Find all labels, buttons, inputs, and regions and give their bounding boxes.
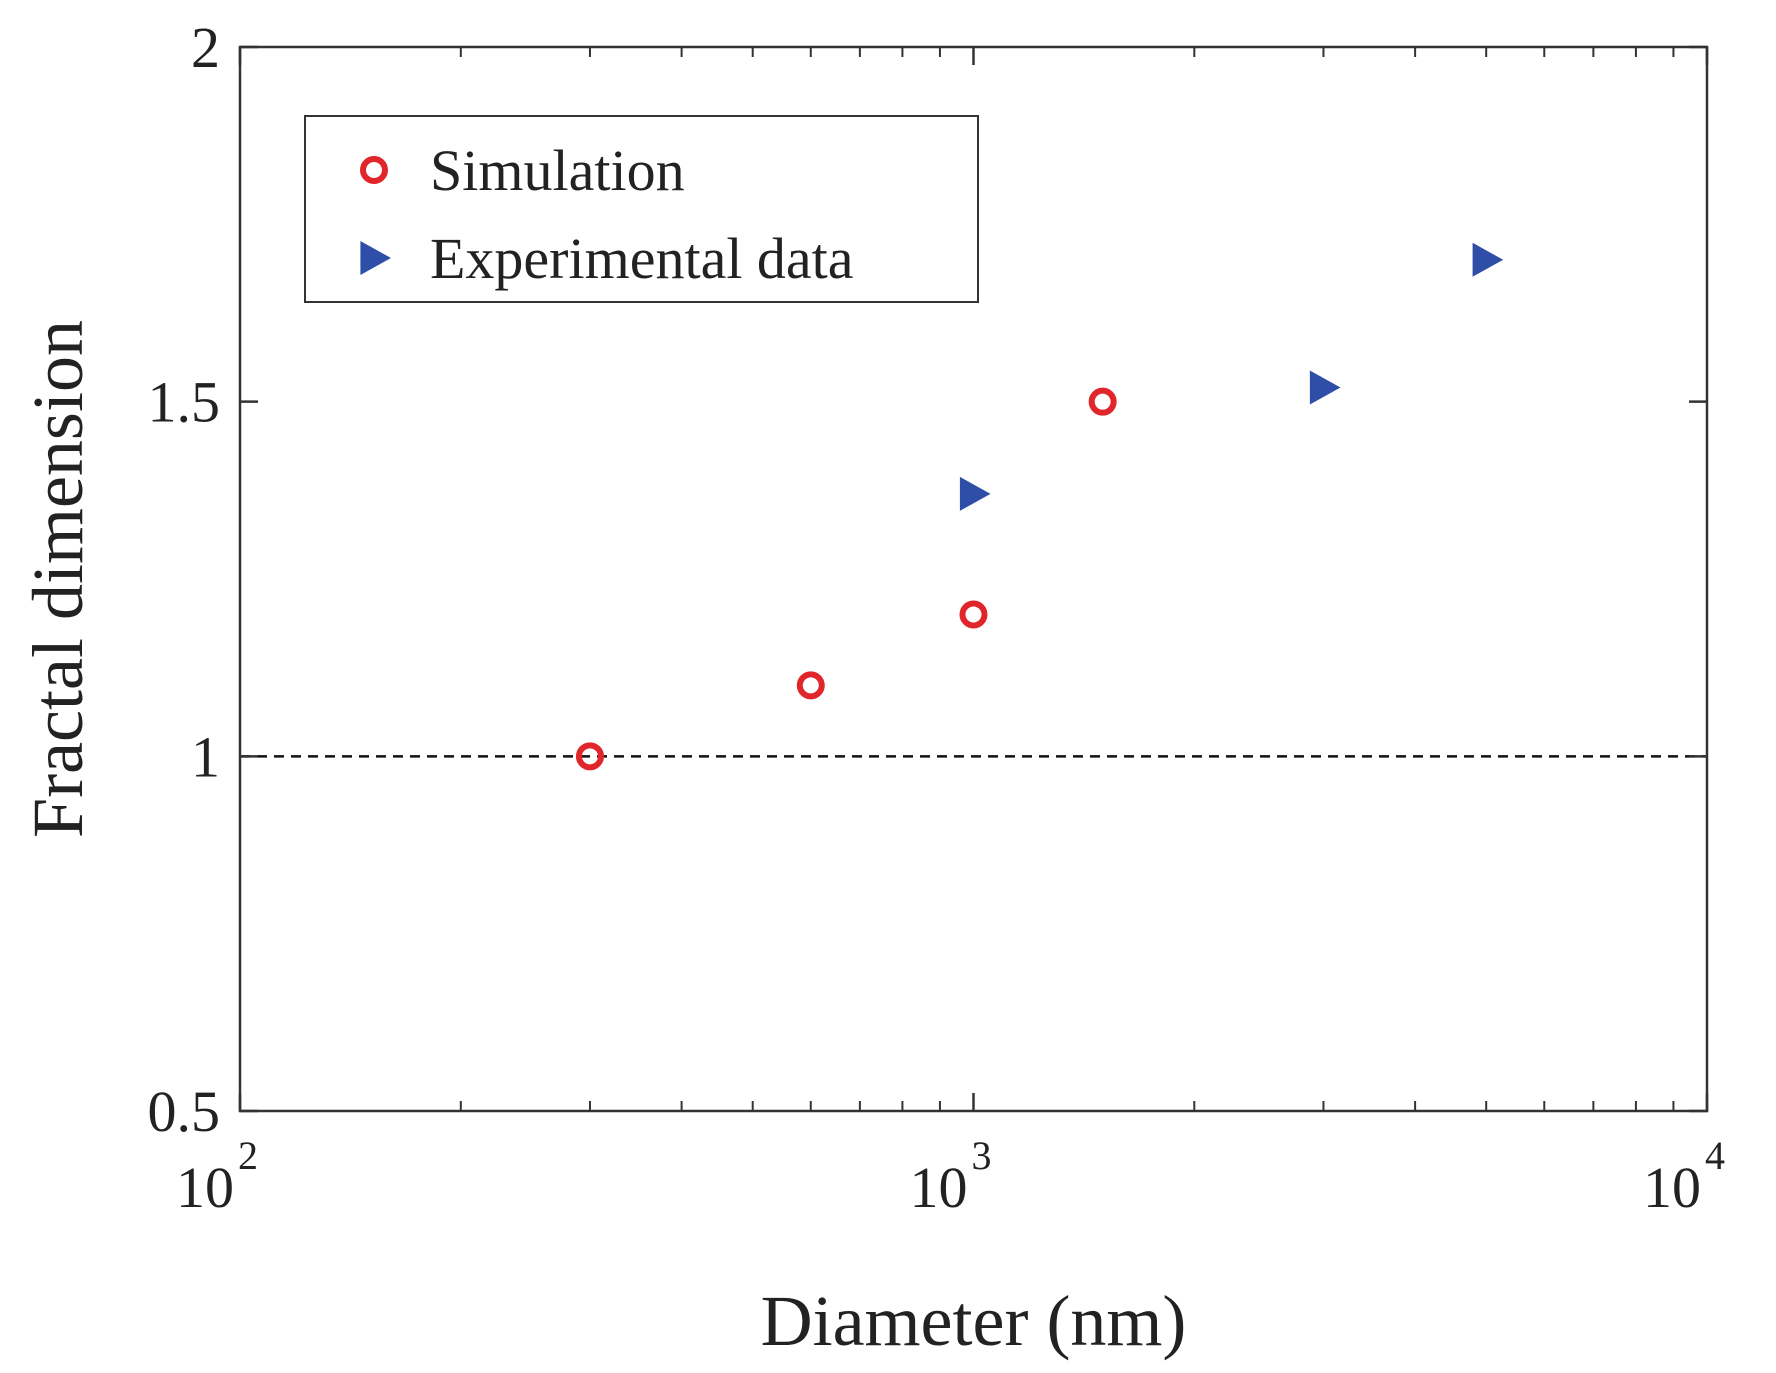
- x-axis: 10 2 10 3 10 4: [176, 47, 1725, 1220]
- legend-label: Experimental data: [430, 226, 854, 291]
- x-tick-exponent: 3: [972, 1133, 992, 1178]
- x-axis-title: Diameter (nm): [761, 1281, 1187, 1361]
- y-tick-label: 2: [191, 15, 220, 80]
- y-tick-label: 1: [191, 724, 220, 789]
- simulation-point: [575, 742, 604, 771]
- x-tick-exponent: 2: [238, 1133, 258, 1178]
- simulation-point: [1088, 387, 1117, 416]
- experimental-point: [1472, 242, 1504, 277]
- y-axis-title: Fractal dimension: [18, 320, 98, 838]
- legend-box: [304, 115, 979, 303]
- x-tick-label: 10: [1643, 1155, 1701, 1220]
- simulation-point: [959, 600, 988, 629]
- minor-ticks: [459, 47, 1675, 1111]
- legend-label: Simulation: [430, 138, 685, 203]
- simulation-point: [796, 671, 825, 700]
- legend: Simulation Experimental data: [304, 115, 979, 303]
- legend-marker-simulation: [360, 156, 388, 184]
- markers: [575, 242, 1504, 771]
- y-tick-label: 1.5: [148, 370, 221, 435]
- y-axis: 0.5 1 1.5 2: [148, 15, 1707, 1144]
- x-tick-label: 10: [176, 1155, 234, 1220]
- experimental-point: [959, 476, 991, 511]
- legend-marker-experimental: [360, 241, 391, 275]
- x-tick-label: 10: [910, 1155, 968, 1220]
- x-tick-exponent: 4: [1705, 1133, 1725, 1178]
- y-tick-label: 0.5: [148, 1079, 221, 1144]
- experimental-point: [1309, 370, 1341, 405]
